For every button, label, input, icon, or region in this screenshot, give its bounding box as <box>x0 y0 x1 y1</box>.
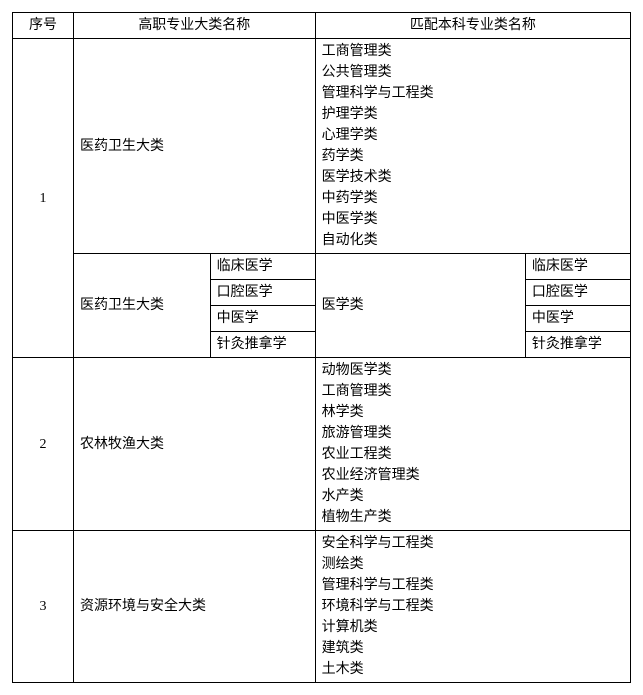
vocational-sub-cell: 临床医学 <box>210 254 315 280</box>
undergrad-mid-cell: 医学类 <box>315 254 525 358</box>
vocational-sub-cell: 口腔医学 <box>210 280 315 306</box>
table-row: 2 农林牧渔大类 动物医学类 工商管理类 林学类 旅游管理类 农业工程类 农业经… <box>13 358 631 531</box>
vocational-sub-cell: 中医学 <box>210 306 315 332</box>
seq-cell: 3 <box>13 531 74 683</box>
vocational-cell: 医药卫生大类 <box>73 39 315 254</box>
table-row: 3 资源环境与安全大类 安全科学与工程类 测绘类 管理科学与工程类 环境科学与工… <box>13 531 631 683</box>
table-row: 1 医药卫生大类 工商管理类 公共管理类 管理科学与工程类 护理学类 心理学类 … <box>13 39 631 254</box>
undergrad-list-cell: 动物医学类 工商管理类 林学类 旅游管理类 农业工程类 农业经济管理类 水产类 … <box>315 358 630 531</box>
undergrad-sub-cell: 针灸推拿学 <box>525 332 630 358</box>
undergrad-sub-cell: 口腔医学 <box>525 280 630 306</box>
header-row: 序号 高职专业大类名称 匹配本科专业类名称 <box>13 13 631 39</box>
vocational-cell: 资源环境与安全大类 <box>73 531 315 683</box>
undergrad-list-cell: 安全科学与工程类 测绘类 管理科学与工程类 环境科学与工程类 计算机类 建筑类 … <box>315 531 630 683</box>
header-undergrad: 匹配本科专业类名称 <box>315 13 630 39</box>
vocational-cell: 医药卫生大类 <box>73 254 210 358</box>
table-row: 医药卫生大类 临床医学 医学类 临床医学 <box>13 254 631 280</box>
header-vocational: 高职专业大类名称 <box>73 13 315 39</box>
vocational-cell: 农林牧渔大类 <box>73 358 315 531</box>
undergrad-list-cell: 工商管理类 公共管理类 管理科学与工程类 护理学类 心理学类 药学类 医学技术类… <box>315 39 630 254</box>
major-mapping-table: 序号 高职专业大类名称 匹配本科专业类名称 1 医药卫生大类 工商管理类 公共管… <box>12 12 631 683</box>
header-seq: 序号 <box>13 13 74 39</box>
undergrad-sub-cell: 临床医学 <box>525 254 630 280</box>
seq-cell: 2 <box>13 358 74 531</box>
vocational-sub-cell: 针灸推拿学 <box>210 332 315 358</box>
seq-cell: 1 <box>13 39 74 358</box>
undergrad-sub-cell: 中医学 <box>525 306 630 332</box>
